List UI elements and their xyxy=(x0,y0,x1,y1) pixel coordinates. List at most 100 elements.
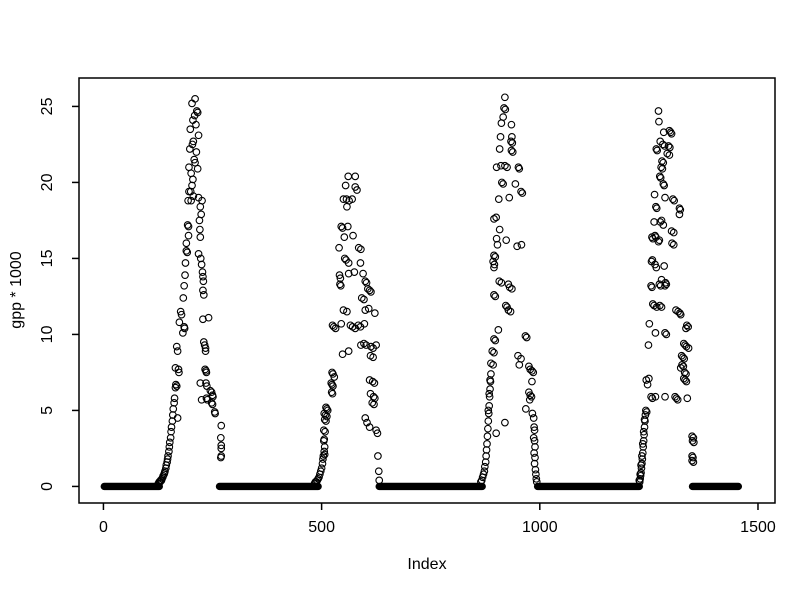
data-point xyxy=(362,278,371,287)
data-point xyxy=(682,342,691,351)
data-point xyxy=(645,319,654,328)
data-point xyxy=(659,140,667,149)
x-tick-label: 500 xyxy=(308,519,335,536)
data-point xyxy=(657,216,666,225)
data-point xyxy=(688,456,696,465)
data-point xyxy=(491,253,500,261)
data-point xyxy=(331,324,340,333)
data-point xyxy=(344,172,353,181)
data-point xyxy=(202,379,210,387)
data-point xyxy=(684,344,693,352)
data-point xyxy=(165,447,173,456)
y-tick-label: 20 xyxy=(39,173,56,191)
data-point xyxy=(657,163,665,172)
data-point xyxy=(505,193,514,202)
data-point xyxy=(672,394,681,403)
data-point xyxy=(216,453,225,462)
x-tick-label: 1500 xyxy=(740,519,776,536)
data-point xyxy=(318,459,327,468)
data-point xyxy=(532,478,541,486)
data-point xyxy=(184,222,193,231)
x-axis-title: Index xyxy=(407,556,447,573)
data-point xyxy=(335,243,343,252)
data-point xyxy=(485,389,494,398)
data-point xyxy=(354,243,363,252)
data-point xyxy=(641,406,650,415)
y-tick-label: 10 xyxy=(39,325,56,343)
data-point xyxy=(375,476,384,485)
data-point xyxy=(374,467,383,476)
data-point xyxy=(651,392,660,401)
data-point xyxy=(511,180,520,188)
data-point xyxy=(361,414,370,422)
data-point xyxy=(483,432,492,441)
data-point xyxy=(637,461,645,470)
data-point xyxy=(199,291,208,299)
data-point xyxy=(328,389,337,398)
data-point xyxy=(497,178,506,187)
data-point xyxy=(532,474,541,483)
data-point xyxy=(488,347,497,355)
data-point xyxy=(208,400,217,409)
data-point xyxy=(174,365,183,374)
data-point xyxy=(343,202,351,211)
data-point xyxy=(514,163,523,172)
data-point xyxy=(175,368,183,377)
data-point xyxy=(493,240,502,249)
data-point xyxy=(655,172,664,181)
data-point xyxy=(320,415,329,424)
data-point xyxy=(501,93,509,102)
data-point xyxy=(194,250,203,258)
data-point xyxy=(185,163,193,172)
data-point xyxy=(176,307,185,316)
data-point xyxy=(654,107,663,115)
data-point xyxy=(485,392,494,401)
data-point xyxy=(344,347,353,355)
data-point xyxy=(676,309,684,317)
data-point xyxy=(191,94,199,103)
data-point xyxy=(513,242,521,251)
data-point xyxy=(528,377,536,386)
data-point xyxy=(683,394,692,403)
data-point xyxy=(320,443,329,451)
data-point xyxy=(340,233,349,241)
data-point xyxy=(683,321,691,330)
data-point xyxy=(492,163,501,172)
data-point xyxy=(501,418,509,427)
data-point xyxy=(486,385,494,393)
data-point xyxy=(173,347,182,355)
data-point xyxy=(652,145,661,153)
data-point xyxy=(193,108,202,117)
data-point xyxy=(357,294,366,302)
y-tick-label: 25 xyxy=(39,97,56,115)
data-point xyxy=(350,268,359,276)
data-point xyxy=(495,225,504,234)
data-point xyxy=(664,142,673,150)
data-point xyxy=(529,433,538,442)
y-tick-label: 15 xyxy=(39,249,56,267)
data-point xyxy=(364,304,373,313)
data-point xyxy=(484,406,493,415)
data-point xyxy=(688,436,697,445)
data-point xyxy=(367,342,375,351)
data-point xyxy=(349,231,357,240)
data-point xyxy=(499,180,507,188)
data-point xyxy=(319,452,328,460)
data-point xyxy=(177,310,186,319)
data-point xyxy=(529,414,538,422)
data-point xyxy=(489,360,497,369)
data-point xyxy=(508,148,517,156)
data-point xyxy=(660,262,669,270)
data-point xyxy=(640,430,648,439)
data-point xyxy=(496,132,505,141)
data-point xyxy=(171,383,180,392)
data-point xyxy=(207,388,216,397)
data-point xyxy=(490,260,499,269)
data-point xyxy=(661,193,669,202)
data-point xyxy=(361,306,370,314)
data-point xyxy=(320,447,329,456)
data-point xyxy=(492,429,501,438)
data-point xyxy=(196,233,205,241)
data-point xyxy=(356,259,365,267)
data-point xyxy=(641,411,650,419)
